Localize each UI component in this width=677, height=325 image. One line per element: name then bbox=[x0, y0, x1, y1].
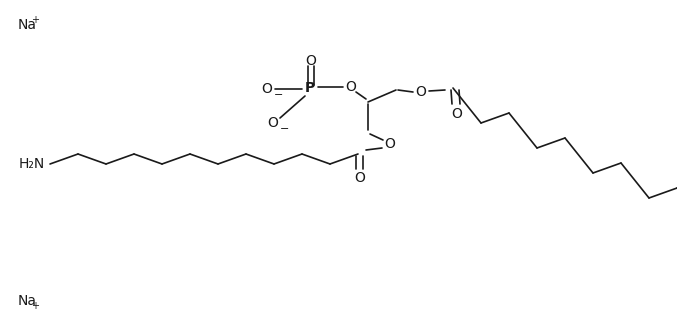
Text: H₂N: H₂N bbox=[19, 157, 45, 171]
Text: O: O bbox=[385, 137, 395, 151]
Text: −: − bbox=[274, 90, 284, 100]
Text: O: O bbox=[452, 107, 462, 121]
Text: O: O bbox=[261, 82, 272, 96]
Text: O: O bbox=[345, 80, 356, 94]
Text: −: − bbox=[280, 124, 289, 134]
Text: +: + bbox=[32, 15, 39, 25]
Text: Na: Na bbox=[18, 294, 37, 308]
Text: O: O bbox=[267, 116, 278, 130]
Text: O: O bbox=[355, 171, 366, 185]
Text: Na: Na bbox=[18, 18, 37, 32]
Text: +: + bbox=[32, 301, 39, 311]
Text: O: O bbox=[305, 54, 316, 68]
Text: P: P bbox=[305, 81, 315, 95]
Text: O: O bbox=[416, 85, 427, 99]
